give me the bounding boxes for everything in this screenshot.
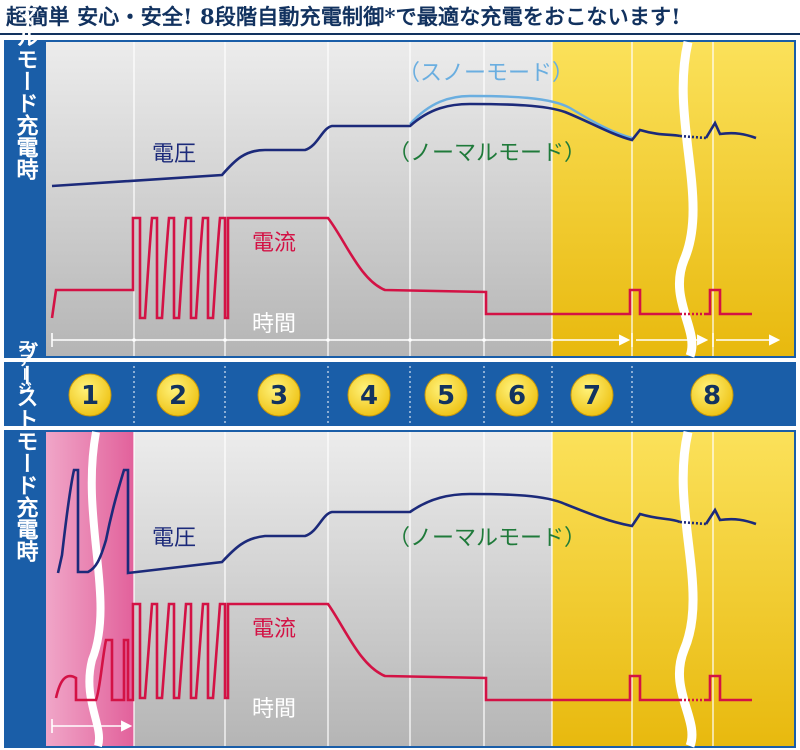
bottom-voltage-line (56, 468, 757, 575)
stage-badge: 1 (68, 373, 112, 417)
top-current-label: 電流 (252, 231, 296, 256)
stage-number-4: 4 (360, 381, 378, 411)
stage-badge: 2 (156, 373, 200, 417)
top-time-break (674, 40, 698, 358)
stage-badge: 6 (495, 373, 539, 417)
top-current-line (50, 216, 680, 320)
snow-mode-voltage-line (409, 94, 633, 140)
top-voltage-line (51, 102, 757, 188)
bottom-normal-mode-label: （ノーマルモード） (388, 526, 586, 551)
bottom-time-label: 時間 (252, 697, 296, 722)
top-normal-mode-label: （ノーマルモード） (388, 141, 586, 166)
bottom-current-line (54, 602, 680, 702)
top-panel-title-text: ノーマルモード充電時 (13, 0, 39, 180)
top-panel-title: ノーマルモード充電時 (13, 0, 39, 180)
top-current-tail (706, 288, 752, 316)
stage-bar-title: ステージ (16, 339, 32, 395)
stage-number-1: 1 (81, 381, 99, 411)
stage-badge: 3 (257, 373, 301, 417)
stage-badge: 8 (690, 373, 734, 417)
bottom-voltage-label: 電圧 (152, 526, 196, 551)
headline: 超簡単 安心・安全! 8段階自動充電制御*で最適な充電をおこないます! (6, 4, 681, 29)
stage-bar-bg (4, 362, 796, 426)
bottom-time-break (674, 430, 698, 748)
bottom-time-axis (51, 719, 133, 733)
top-panel: 電圧 電流 時間 （スノーモード） （ノーマルモード） ノーマルモード充電時 (4, 0, 796, 358)
stage-number-5: 5 (437, 381, 455, 411)
top-voltage-label: 電圧 (152, 142, 196, 167)
headline-rule (0, 33, 800, 35)
bottom-panel: 電圧 電流 時間 （ノーマルモード） ブーストモード充電時 (4, 341, 796, 748)
top-time-label: 時間 (252, 312, 296, 337)
top-time-axis-ticks (132, 338, 554, 342)
bottom-stage1-break (85, 431, 105, 748)
stage-badge: 4 (347, 373, 391, 417)
top-time-axis (51, 333, 781, 347)
top-panel-yellow-bg (552, 42, 794, 356)
stage-bar: ステージ 1 2 3 (4, 339, 796, 426)
bottom-current-tail (706, 674, 752, 702)
stage-badge: 5 (424, 373, 468, 417)
bottom-current-label: 電流 (252, 617, 296, 642)
bottom-panel-yellow-bg (552, 432, 794, 746)
stage-number-8: 8 (703, 381, 721, 411)
snow-mode-label: （スノーモード） (398, 61, 574, 86)
bottom-voltage-gap (679, 520, 707, 526)
stage-number-7: 7 (583, 381, 601, 411)
stage-number-6: 6 (508, 381, 526, 411)
stage-badge: 7 (570, 373, 614, 417)
top-voltage-gap (679, 134, 707, 140)
stage-number-2: 2 (169, 381, 187, 411)
stage-number-3: 3 (270, 381, 288, 411)
bottom-panel-title: ブーストモード充電時 (13, 341, 39, 562)
